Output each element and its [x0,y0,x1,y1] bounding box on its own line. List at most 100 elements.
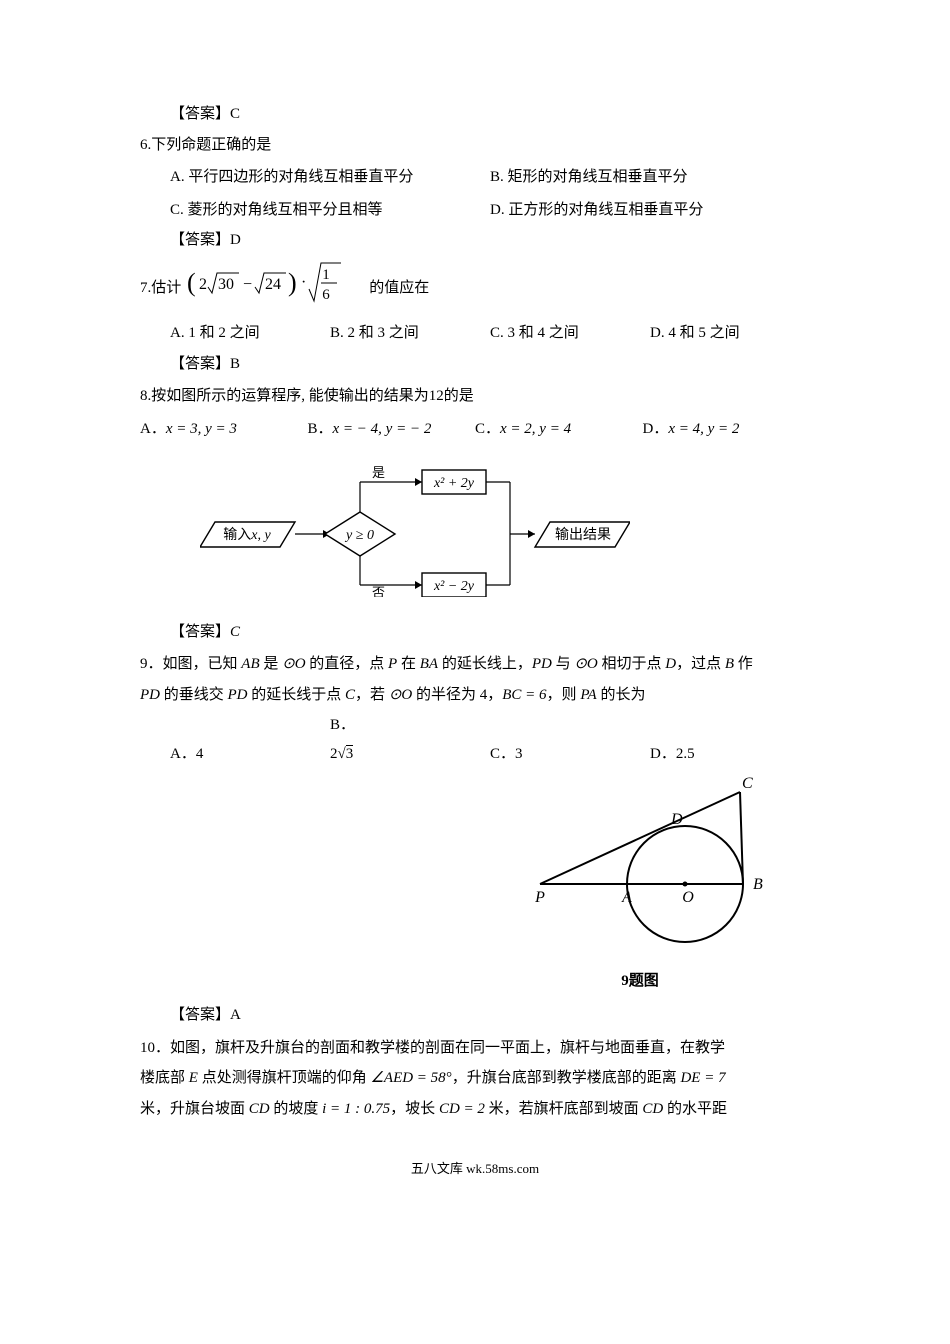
q10-line1: 10．如图，旗杆及升旗台的剖面和教学楼的剖面在同一平面上，旗杆与地面垂直，在教学 [140,1034,810,1063]
t: 点处测得旗杆顶端的仰角 [198,1070,367,1086]
c: C [345,687,355,703]
q9-opt-c: C．3 [490,740,650,769]
svg-text:A: A [621,889,632,906]
q8-opt-b-pref: B． [308,421,333,437]
t: 的延长线上， [438,656,532,672]
q7: 7. 估计 ( 2 30 − 24 ) · [140,259,810,379]
q8-opt-a-eq: x = 3, y = 3 [166,421,237,437]
svg-text:C: C [742,775,753,792]
cd2: CD [642,1101,663,1117]
o3: ⊙O [389,687,412,703]
t: 米，若旗杆底部到坡面 [489,1101,643,1117]
q7-stem: 7. 估计 ( 2 30 − 24 ) · [140,259,810,318]
q8-opt-d-pref: D． [643,421,669,437]
q9-answer: 【答案】A [140,1001,810,1030]
q7-formula: ( 2 30 − 24 ) · 1 6 [181,259,369,318]
t: ，若 [355,687,385,703]
q9-opt-a: A．4 [170,740,330,769]
q8-stem-text: 按如图所示的运算程序, 能使输出的结果为12的是 [151,388,474,404]
t: 的坡度 [270,1101,319,1117]
q6-opt-c: C. 菱形的对角线互相平分且相等 [170,196,490,225]
t: ，过点 [676,656,725,672]
t: ，升旗台底部到教学楼底部的距离 [452,1070,677,1086]
b: B [725,656,734,672]
q7-opt-d: D. 4 和 5 之间 [650,319,810,348]
q9: 9．如图，已知 AB 是 ⊙O 的直径，点 P 在 BA 的延长线上，PD 与 … [140,650,810,1030]
svg-text:30: 30 [218,276,234,293]
q8-opt-c-pref: C． [475,421,500,437]
p: P [388,656,397,672]
q8-opt-c-eq: x = 2, y = 4 [500,421,571,437]
t: ，则 [547,687,581,703]
o: ⊙O [282,656,305,672]
svg-text:−: − [243,276,252,293]
page-footer: 五八文库 wk.58ms.com [140,1157,810,1182]
q9-figure: P A O B D C 9题图 [140,774,810,995]
q8-number: 8. [140,388,151,404]
q9-opt-d: D．2.5 [650,740,810,769]
q6-opt-d: D. 正方形的对角线互相垂直平分 [490,196,810,225]
q7-stem-suffix: 的值应在 [369,274,429,303]
q8-flowchart: 输入x, y y ≥ 0 是 x² + 2y 否 x² − 2y [140,447,810,618]
q8-opt-a-pref: A． [140,421,166,437]
q8-opt-b: B．x = − 4, y = − 2 [308,415,476,444]
q6-options: A. 平行四边形的对角线互相垂直平分 B. 矩形的对角线互相垂直平分 C. 菱形… [140,161,810,226]
svg-text:·: · [301,274,306,291]
t: 如图，已知 [163,656,242,672]
o2: ⊙O [574,656,597,672]
t: 的水平距 [663,1101,727,1117]
bc: BC = 6 [502,687,546,703]
q7-opt-a: A. 1 和 2 之间 [170,319,330,348]
pd3: PD [228,687,248,703]
q8-answer-label: 【答案】 [170,624,230,640]
angle: ∠AED = 58° [370,1070,451,1086]
t: 的长为 [597,687,646,703]
q6-number: 6. [140,137,151,153]
svg-text:x² − 2y: x² − 2y [433,579,475,594]
q5-answer: 【答案】C [140,100,810,129]
q7-stem-prefix: 估计 [151,274,181,303]
slope: i = 1 : 0.75 [322,1101,390,1117]
t: 的直径，点 [306,656,389,672]
q8-stem: 8.按如图所示的运算程序, 能使输出的结果为12的是 [140,382,810,411]
svg-text:D: D [670,811,683,828]
t: 与 [552,656,571,672]
de: DE = 7 [680,1070,725,1086]
t: 是 [263,656,278,672]
q9-opt-b-pref: B． [330,711,490,740]
q9-opt-b: B． 2√3 [330,711,490,768]
q8-opt-a: A．x = 3, y = 3 [140,415,308,444]
q8-answer: 【答案】C [140,618,810,647]
q8-opt-d: D．x = 4, y = 2 [643,415,811,444]
ba: BA [420,656,438,672]
svg-text:是: 是 [372,465,385,480]
q6-opt-b: B. 矩形的对角线互相垂直平分 [490,163,810,192]
svg-text:O: O [682,889,694,906]
q10-line3: 米，升旗台坡面 CD 的坡度 i = 1 : 0.75，坡长 CD = 2 米，… [140,1095,810,1124]
t: 楼底部 [140,1070,189,1086]
q8: 8.按如图所示的运算程序, 能使输出的结果为12的是 A．x = 3, y = … [140,382,810,646]
q6-answer: 【答案】D [140,226,810,255]
cdlen: CD = 2 [439,1101,485,1117]
svg-text:B: B [753,876,763,893]
q8-options: A．x = 3, y = 3 B．x = − 4, y = − 2 C．x = … [140,415,810,444]
t: 的延长线于点 [248,687,346,703]
t: ， [487,687,502,703]
svg-text:1: 1 [323,267,331,283]
q6: 6.下列命题正确的是 A. 平行四边形的对角线互相垂直平分 B. 矩形的对角线互… [140,131,810,255]
q8-opt-c: C．x = 2, y = 4 [475,415,643,444]
q7-opt-c: C. 3 和 4 之间 [490,319,650,348]
e: E [189,1070,198,1086]
ab: AB [241,656,259,672]
flow-input-label: 输入x, y [223,527,271,543]
pd: PD [532,656,552,672]
svg-text:24: 24 [265,276,281,293]
t: 相切于点 [598,656,666,672]
q10-number: 10． [140,1040,170,1056]
svg-text:x² + 2y: x² + 2y [433,476,475,491]
t: 的半径为 [412,687,476,703]
q7-options: A. 1 和 2 之间 B. 2 和 3 之间 C. 3 和 4 之间 D. 4… [140,319,810,348]
q6-stem: 6.下列命题正确的是 [140,131,810,160]
q9-stem-line2: PD 的垂线交 PD 的延长线于点 C，若 ⊙O 的半径为 4，BC = 6，则… [140,681,810,710]
t: 作 [734,656,753,672]
